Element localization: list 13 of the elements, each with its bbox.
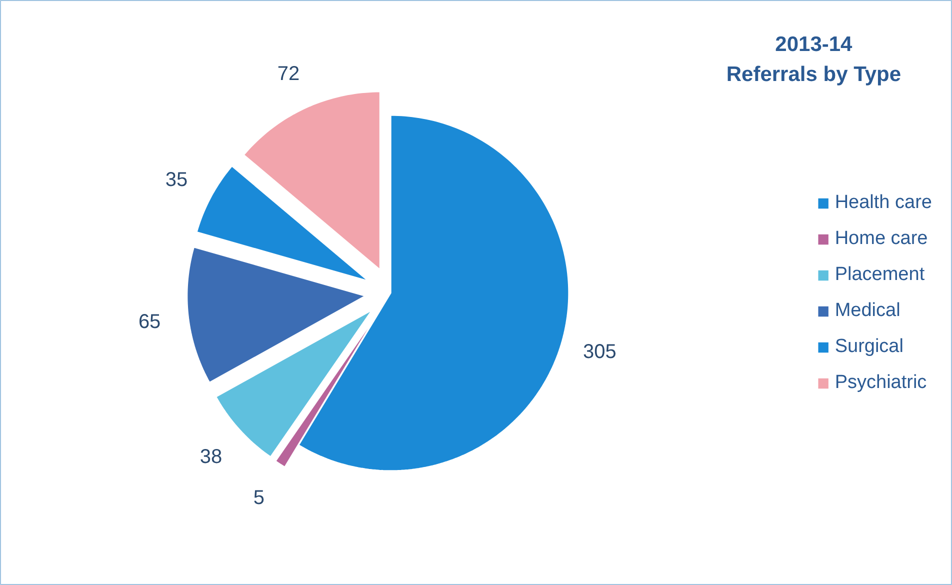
data-label: 65 (138, 310, 161, 333)
data-label: 305 (583, 341, 616, 364)
legend-label: Medical (834, 300, 900, 322)
data-label: 5 (253, 486, 265, 509)
data-label: 35 (165, 168, 188, 191)
data-label: 38 (200, 446, 222, 468)
data-label: 72 (277, 62, 300, 85)
legend-label: Psychiatric (834, 372, 927, 394)
legend-label: Surgical (834, 336, 904, 358)
legend-label: Placement (834, 264, 925, 286)
legend-label: Home care (834, 228, 928, 250)
chart-title: 2013-14 Referrals by Type (726, 33, 902, 86)
legend-label: Health care (834, 192, 932, 214)
